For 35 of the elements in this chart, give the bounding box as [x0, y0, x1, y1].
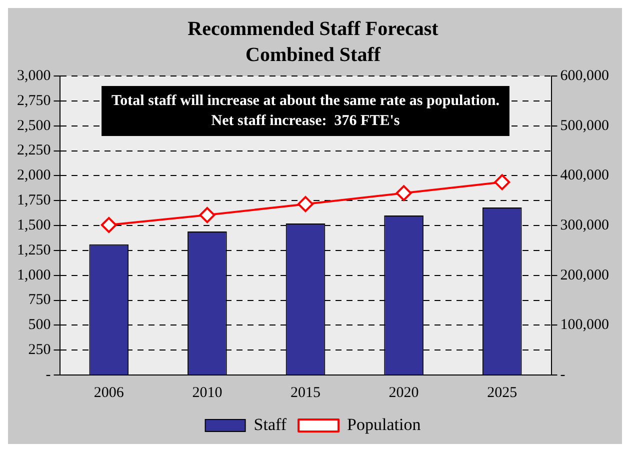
y2-tick-label: 100,000: [560, 317, 609, 334]
x-tick-label: 2010: [192, 384, 222, 401]
y-tick-label: 500: [28, 317, 51, 334]
x-tick-label: 2020: [388, 384, 419, 401]
y-tick-label: 1,750: [17, 192, 51, 209]
y2-tick-label: -: [560, 366, 566, 383]
y2-tick-label: 300,000: [560, 217, 609, 234]
y-tick-label: 250: [28, 342, 51, 358]
legend-label: Staff: [254, 414, 287, 434]
y-tick-label: -: [46, 366, 51, 383]
point: [396, 185, 412, 202]
point: [494, 174, 510, 190]
x-tick-label: 2025: [487, 384, 518, 401]
point: [199, 207, 216, 224]
y-tick-label: 3,000: [17, 68, 51, 84]
chart-title: Recommended Staff Forecast: [188, 18, 439, 40]
x-tick-label: 2006: [94, 384, 124, 401]
y-tick-label: 1,500: [17, 217, 51, 234]
y-tick-label: 2,250: [17, 142, 51, 159]
y2-tick-label: 400,000: [560, 168, 609, 184]
y-tick-label: 750: [28, 292, 51, 308]
annotation: Total staff will increase at about the same rate as population. Net staff increase: 376 FTE's: [112, 92, 500, 129]
y2-tick-label: 600,000: [560, 68, 609, 84]
y-tick-label: 1,250: [17, 242, 51, 258]
chart-subtitle: Combined Staff: [245, 44, 381, 66]
y-tick-label: 2,000: [17, 168, 51, 184]
legend-label: Population: [347, 414, 422, 434]
x-tick-label: 2015: [290, 384, 320, 401]
point: [100, 217, 117, 233]
y2-tick-label: 200,000: [560, 267, 609, 284]
y-tick-label: 2,750: [17, 92, 51, 109]
y2-tick-label: 500,000: [560, 118, 609, 134]
y-tick-label: 1,000: [17, 267, 51, 284]
point: [298, 196, 314, 212]
y-tick-label: 2,500: [17, 118, 51, 134]
